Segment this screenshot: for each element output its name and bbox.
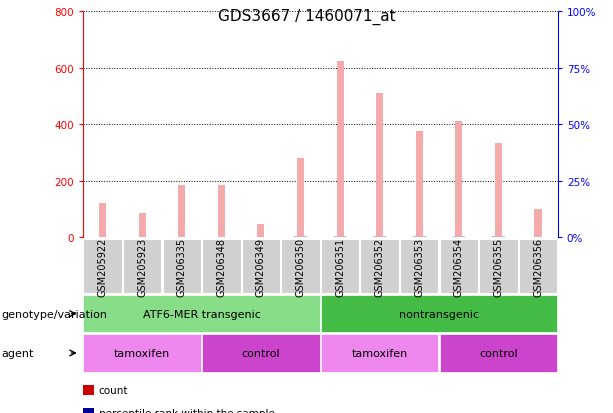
- Bar: [139, 214, 146, 237]
- Text: agent: agent: [1, 348, 34, 358]
- Text: tamoxifen: tamoxifen: [351, 348, 408, 358]
- Text: genotype/variation: genotype/variation: [1, 309, 107, 319]
- Text: GSM206350: GSM206350: [295, 237, 305, 296]
- Bar: [337, 62, 344, 237]
- Text: GSM206335: GSM206335: [177, 237, 187, 296]
- Text: GSM206352: GSM206352: [375, 237, 385, 296]
- Text: GSM206356: GSM206356: [533, 237, 543, 296]
- Bar: [495, 143, 502, 237]
- Text: GDS3667 / 1460071_at: GDS3667 / 1460071_at: [218, 9, 395, 25]
- Text: GSM206349: GSM206349: [256, 237, 266, 296]
- Text: GSM206348: GSM206348: [216, 237, 226, 296]
- Bar: [535, 209, 542, 237]
- Text: GSM206353: GSM206353: [414, 237, 424, 296]
- Text: GSM205923: GSM205923: [137, 237, 147, 296]
- Bar: [178, 185, 185, 237]
- Bar: [218, 185, 225, 237]
- Text: nontransgenic: nontransgenic: [399, 309, 479, 319]
- Text: tamoxifen: tamoxifen: [114, 348, 170, 358]
- Bar: [257, 225, 264, 237]
- Text: GSM206351: GSM206351: [335, 237, 345, 296]
- Text: GSM206355: GSM206355: [493, 237, 503, 296]
- Text: control: control: [479, 348, 518, 358]
- Bar: [416, 132, 423, 237]
- Bar: [455, 122, 462, 237]
- Text: GSM206354: GSM206354: [454, 237, 464, 296]
- Text: count: count: [99, 385, 128, 395]
- Text: GSM205922: GSM205922: [97, 237, 107, 296]
- Text: percentile rank within the sample: percentile rank within the sample: [99, 408, 275, 413]
- Bar: [297, 159, 304, 237]
- Bar: [376, 94, 383, 237]
- Text: ATF6-MER transgenic: ATF6-MER transgenic: [143, 309, 261, 319]
- Bar: [99, 204, 106, 237]
- Text: control: control: [242, 348, 280, 358]
